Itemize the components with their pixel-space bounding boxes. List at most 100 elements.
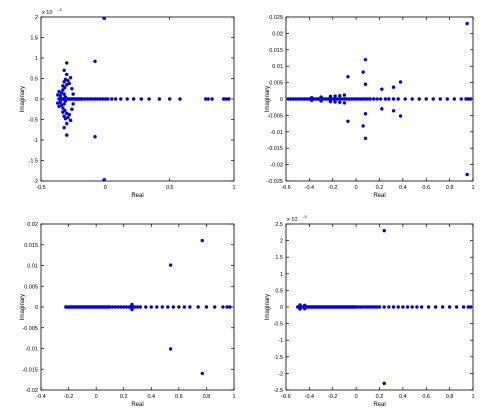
data-point	[391, 85, 396, 89]
y-tick-label: 0	[35, 305, 38, 311]
data-point	[366, 97, 370, 101]
y-tick-label: 1	[35, 56, 38, 62]
data-point	[139, 97, 144, 101]
data-point	[110, 305, 115, 309]
data-point	[147, 97, 151, 101]
data-point	[113, 97, 118, 101]
data-point	[124, 305, 129, 309]
x-tick-label: 0.8	[203, 394, 211, 400]
data-point	[363, 112, 368, 116]
data-point	[380, 87, 384, 91]
y-tick-label: -1	[33, 138, 38, 144]
data-point	[221, 305, 225, 309]
data-point	[342, 93, 347, 97]
data-point	[93, 59, 97, 63]
data-point	[65, 121, 69, 126]
data-point	[410, 305, 414, 309]
x-axis-label: Real	[131, 193, 143, 199]
data-point	[59, 103, 64, 107]
data-point	[227, 97, 231, 101]
data-point	[65, 133, 69, 137]
y-tick-label: 0.025	[269, 15, 283, 21]
data-point	[383, 97, 388, 101]
y-tick-label: 0.01	[27, 264, 38, 270]
data-point	[95, 97, 100, 101]
data-point	[370, 305, 375, 309]
y-exponent-power: -3	[58, 7, 62, 12]
data-point	[93, 135, 97, 139]
data-point	[354, 97, 358, 101]
data-point	[204, 305, 209, 309]
data-point	[305, 97, 309, 101]
data-point	[135, 305, 140, 309]
y-tick-label: -0.02	[25, 388, 38, 394]
data-point	[396, 97, 400, 101]
subplot-2: -0.6 -0.4 -0.2 0 0.2 0.4 0.6 0.8 1 -0.025 -0.02 -0.…	[265, 15, 475, 199]
data-point	[68, 75, 73, 80]
data-point	[62, 92, 66, 96]
data-point	[57, 89, 61, 94]
data-point	[300, 97, 305, 101]
data-point	[196, 305, 200, 309]
y-tick-label: -0.5	[29, 118, 38, 124]
data-point	[62, 126, 66, 130]
data-point	[382, 381, 386, 386]
y-tick-label: 0	[35, 97, 38, 103]
x-tick-label: -0.4	[305, 185, 314, 191]
data-point	[61, 106, 65, 110]
y-tick-label: 0.005	[24, 284, 38, 290]
data-point	[466, 97, 471, 101]
data-point	[303, 306, 307, 311]
x-tick-label: 0.4	[399, 394, 407, 400]
data-point	[108, 305, 112, 309]
subplot-1: -0.5 0 0.5 1 -2 -1.5 -1 -0.5 0 0.5 1 1.5 2 x 10 -3 Real…	[20, 7, 236, 199]
x-axis-label: Real	[373, 193, 385, 199]
data-point	[286, 97, 291, 101]
y-tick-label: 1	[280, 272, 283, 278]
data-point	[324, 97, 328, 101]
x-tick-label: 0.8	[446, 394, 454, 400]
x-axis-label: Real	[131, 402, 143, 408]
data-point	[356, 305, 361, 309]
data-point	[371, 97, 376, 101]
data-point	[130, 302, 134, 307]
data-point	[122, 305, 126, 309]
data-point	[57, 104, 61, 109]
data-point	[56, 93, 60, 97]
data-point	[338, 94, 342, 98]
data-point	[447, 305, 452, 309]
x-tick-label: 0	[95, 394, 98, 400]
data-point	[326, 97, 330, 101]
y-axis-label: Imaginary	[20, 294, 26, 320]
data-point	[345, 97, 349, 101]
data-point	[387, 305, 391, 309]
data-point	[58, 94, 62, 98]
data-point	[328, 94, 333, 99]
data-point	[71, 102, 75, 106]
data-point	[66, 115, 70, 120]
data-point	[144, 305, 148, 309]
data-point	[62, 68, 66, 73]
y-axis-label: Imaginary	[265, 294, 271, 320]
data-point	[303, 97, 307, 101]
data-point	[375, 97, 379, 101]
data-point	[133, 305, 137, 309]
data-point	[431, 97, 435, 101]
data-point	[110, 97, 114, 101]
y-tick-label: -2	[33, 179, 38, 185]
data-point	[403, 97, 407, 101]
data-point	[298, 307, 302, 311]
data-point	[356, 97, 361, 101]
x-tick-label: 0	[355, 394, 358, 400]
data-point	[131, 97, 136, 101]
data-point	[225, 305, 229, 309]
subplot-3: -0.4 -0.2 0 0.2 0.4 0.6 0.8 1 -0.02 -0.015 -0.01 -0…	[20, 222, 236, 408]
data-point	[210, 97, 214, 101]
data-point	[464, 97, 468, 101]
data-point	[178, 97, 182, 101]
data-point	[349, 97, 354, 101]
data-point	[338, 97, 342, 101]
y-tick-label: -0.01	[25, 347, 38, 353]
data-point	[68, 118, 73, 123]
data-point	[61, 84, 65, 88]
